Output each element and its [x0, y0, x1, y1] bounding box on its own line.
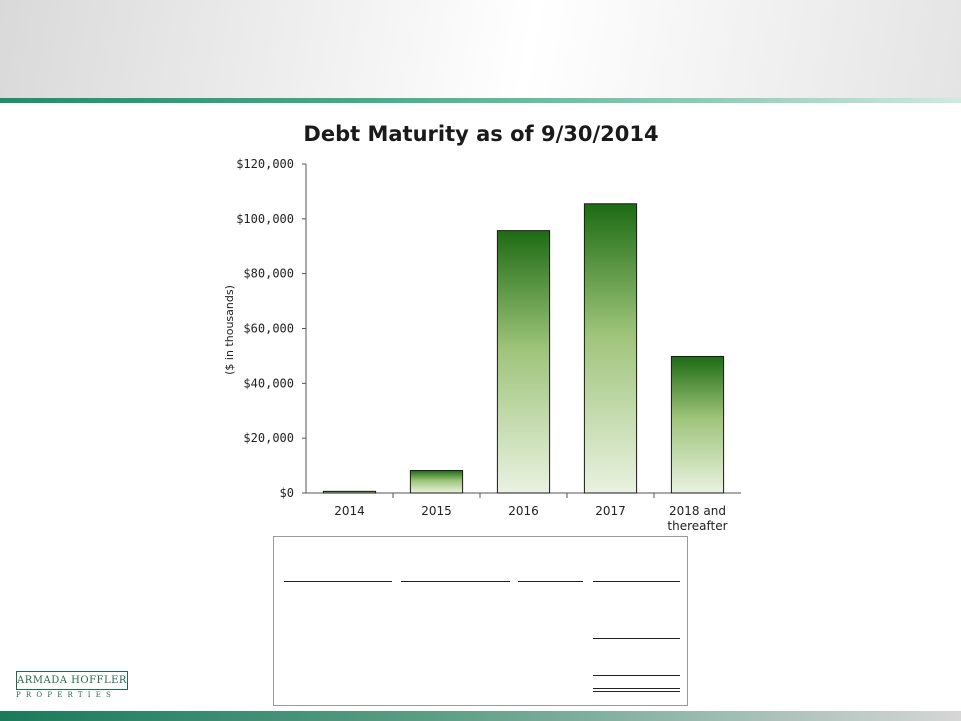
x-tick-label: 2017	[595, 504, 626, 518]
x-tick-label: 2015	[421, 504, 452, 518]
table-rule	[593, 581, 680, 582]
y-tick-label: $40,000	[243, 376, 294, 390]
y-tick-label: $0	[280, 486, 294, 500]
company-logo: ARMADA HOFFLER PROPERTIES	[16, 671, 130, 699]
logo-frame: ARMADA HOFFLER	[16, 671, 128, 690]
table-rule	[401, 581, 510, 582]
x-tick-label: 2014	[334, 504, 365, 518]
table-double-rule	[593, 688, 680, 689]
y-axis-label: ($ in thousands)	[223, 285, 236, 375]
y-tick-label: $120,000	[236, 157, 294, 171]
y-tick-label: $80,000	[243, 267, 294, 281]
x-tick-labels: 2014 2015 2016 2017 2018 and thereafter	[334, 504, 727, 533]
footer-band	[0, 711, 961, 721]
logo-subtitle: PROPERTIES	[16, 691, 117, 699]
maturity-table-box	[273, 536, 688, 706]
header-band	[0, 0, 961, 98]
y-tick-labels: $0 $20,000 $40,000 $60,000 $80,000 $100,000 $1…	[236, 157, 294, 500]
bar-2017	[583, 203, 638, 494]
y-tick-label: $60,000	[243, 322, 294, 336]
bar-2014	[322, 490, 377, 494]
y-tick-label: $100,000	[236, 212, 294, 226]
logo-name: ARMADA HOFFLER	[17, 675, 127, 686]
header-divider	[0, 98, 961, 103]
table-rule	[284, 581, 392, 582]
bar-2015	[409, 470, 464, 494]
y-tick-label: $20,000	[243, 431, 294, 445]
chart-bars	[322, 203, 725, 494]
x-tick-label: 2016	[508, 504, 539, 518]
chart-title: Debt Maturity as of 9/30/2014	[303, 122, 658, 146]
x-tick-label: 2018 and thereafter	[667, 504, 727, 533]
bar-2016	[496, 230, 551, 494]
table-rule	[593, 638, 680, 639]
bar-2018-and-thereafter	[670, 355, 725, 494]
table-double-rule	[593, 691, 680, 692]
table-rule	[593, 675, 680, 676]
table-rule	[518, 581, 583, 582]
